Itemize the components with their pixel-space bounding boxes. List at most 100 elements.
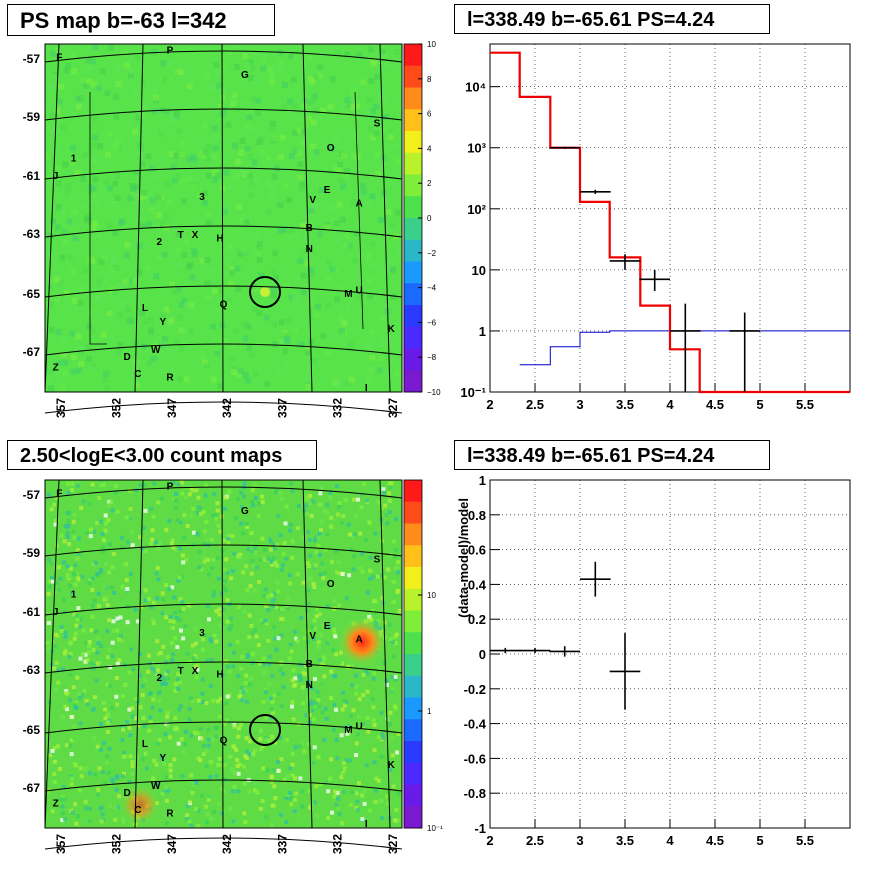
map-pixel	[165, 669, 170, 674]
map-pixel	[151, 600, 156, 605]
map-pixel	[232, 327, 239, 334]
map-pixel	[252, 788, 257, 793]
y-tick-label: -0.8	[464, 786, 486, 801]
map-pixel	[117, 311, 124, 318]
colorbar-band	[404, 261, 422, 284]
map-pixel	[344, 700, 349, 705]
map-pixel	[307, 602, 312, 607]
map-pixel	[287, 53, 294, 60]
map-pixel	[136, 269, 143, 276]
map-pixel	[65, 62, 72, 69]
map-pixel	[304, 759, 309, 763]
map-pixel	[105, 151, 112, 158]
colorbar-band	[404, 326, 422, 349]
map-pixel	[304, 784, 309, 789]
map-pixel	[69, 715, 74, 719]
map-pixel	[101, 549, 106, 554]
map-pixel	[69, 782, 74, 787]
map-pixel	[357, 737, 362, 741]
map-pixel	[224, 701, 229, 706]
map-pixel	[114, 173, 121, 179]
map-pixel	[168, 763, 173, 768]
map-pixel	[326, 789, 331, 794]
y-tick-label: 0.4	[468, 577, 487, 592]
map-pixel	[127, 72, 134, 79]
map-pixel	[248, 584, 253, 589]
map-pixel	[389, 687, 394, 692]
map-pixel	[293, 299, 300, 306]
map-pixel	[138, 145, 145, 152]
map-pixel	[235, 758, 240, 763]
source-label: Z	[53, 798, 59, 809]
map-pixel	[384, 62, 390, 69]
map-pixel	[136, 723, 141, 728]
longitude-tick-label: 327	[386, 398, 400, 418]
map-pixel	[312, 745, 317, 750]
map-pixel	[89, 628, 94, 633]
map-pixel	[199, 257, 206, 264]
source-circle	[249, 714, 281, 746]
map-pixel	[176, 686, 181, 691]
map-pixel	[305, 345, 312, 352]
map-pixel	[373, 103, 380, 110]
map-pixel	[325, 224, 332, 231]
map-pixel	[85, 214, 92, 221]
source-label: B	[306, 223, 313, 234]
map-pixel	[130, 706, 135, 711]
map-pixel	[369, 617, 374, 622]
map-pixel	[195, 532, 200, 537]
colorbar-band	[404, 784, 422, 807]
map-pixel	[262, 820, 267, 825]
map-pixel	[317, 692, 322, 697]
map-pixel	[282, 362, 289, 369]
map-pixel	[60, 351, 67, 358]
map-pixel	[307, 300, 314, 306]
y-tick-label: 10	[472, 263, 486, 278]
map-pixel	[70, 268, 76, 275]
map-pixel	[239, 689, 244, 694]
source-label: 1	[71, 589, 77, 600]
longitude-line	[134, 479, 144, 829]
map-pixel	[103, 371, 109, 378]
map-pixel	[269, 823, 274, 828]
map-pixel	[214, 512, 219, 517]
map-pixel	[283, 283, 290, 290]
map-pixel	[59, 254, 66, 261]
map-pixel	[126, 121, 133, 128]
map-pixel	[325, 258, 332, 265]
map-pixel	[269, 120, 276, 127]
map-pixel	[215, 556, 220, 561]
map-pixel	[295, 115, 302, 122]
map-pixel	[317, 649, 322, 654]
map-pixel	[393, 143, 400, 150]
map-pixel	[201, 122, 208, 129]
map-pixel	[75, 571, 80, 576]
map-pixel	[204, 280, 211, 287]
map-pixel	[346, 345, 353, 352]
map-pixel	[156, 652, 161, 657]
map-pixel	[47, 536, 52, 541]
map-pixel	[58, 797, 63, 802]
map-pixel	[78, 656, 83, 661]
map-pixel	[231, 92, 238, 99]
colorbar-tick-label: −2	[427, 249, 437, 258]
map-pixel	[219, 786, 224, 791]
map-pixel	[59, 533, 64, 538]
map-pixel	[314, 701, 318, 706]
map-pixel	[50, 749, 55, 753]
map-pixel	[294, 231, 301, 238]
map-pixel	[172, 222, 179, 229]
map-pixel	[107, 647, 112, 652]
map-pixel	[218, 103, 224, 110]
map-pixel	[154, 540, 159, 545]
map-pixel	[376, 367, 383, 374]
map-pixel	[128, 488, 132, 493]
map-pixel	[92, 220, 99, 227]
map-pixel	[227, 626, 232, 631]
map-pixel	[324, 779, 329, 784]
map-pixel	[191, 251, 198, 258]
map-pixel	[354, 691, 359, 696]
map-pixel	[331, 648, 336, 653]
map-pixel	[225, 121, 232, 128]
map-pixel	[117, 794, 122, 799]
